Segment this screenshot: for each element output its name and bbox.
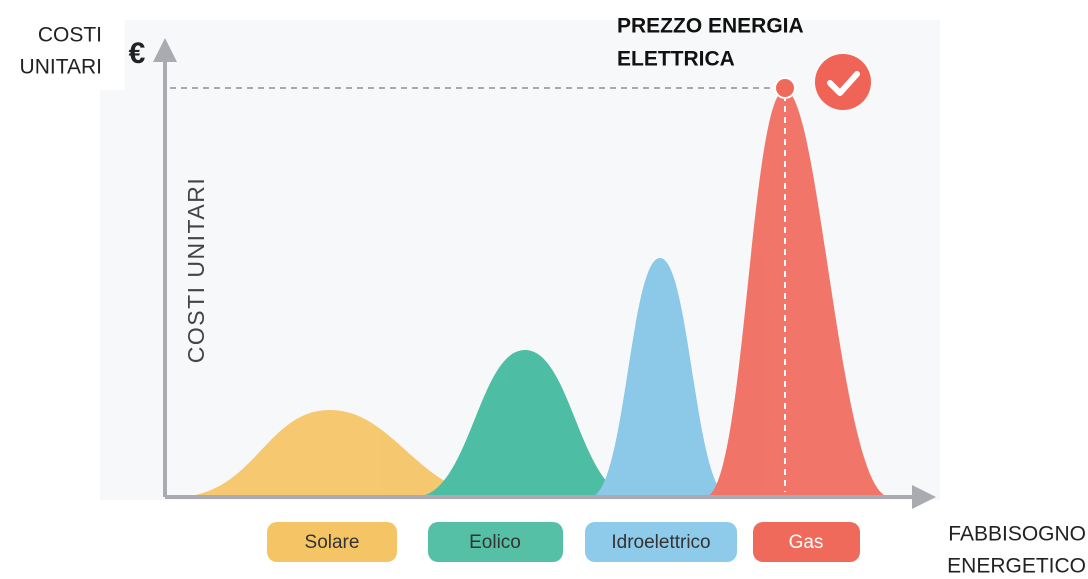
curve-gas: [705, 90, 890, 497]
legend-label: Gas: [789, 532, 824, 553]
price-label: PREZZO ENERGIA: [617, 15, 804, 38]
legend-pill: [267, 522, 397, 562]
y-axis-label: UNITARI: [20, 56, 102, 79]
legend-label: Solare: [305, 532, 360, 553]
y-axis-arrow: [153, 38, 177, 62]
x-axis-arrow: [912, 485, 936, 509]
curve-solare: [175, 410, 500, 497]
check-icon: [827, 71, 860, 96]
y-axis-label: COSTI: [38, 24, 102, 47]
legend-pill: [753, 522, 860, 562]
legend: Solare Eolico Idroelettrico Gas: [267, 522, 860, 562]
x-axis-label: ENERGETICO: [947, 555, 1086, 578]
currency-symbol: €: [129, 37, 146, 70]
curve-idro: [590, 258, 730, 497]
label-background: [0, 0, 125, 90]
price-dot: [774, 77, 796, 99]
legend-pill: [585, 522, 737, 562]
curves: [175, 90, 890, 497]
legend-label: Eolico: [469, 532, 521, 553]
legend-label: Idroelettrico: [611, 532, 710, 553]
legend-pill: [428, 522, 563, 562]
inner-label: COSTI UNITARI: [183, 177, 209, 363]
curve-eolico: [415, 350, 635, 497]
price-label: ELETTRICA: [617, 48, 735, 71]
x-axis-label: FABBISOGNO: [948, 523, 1086, 546]
check-badge: [815, 54, 871, 110]
